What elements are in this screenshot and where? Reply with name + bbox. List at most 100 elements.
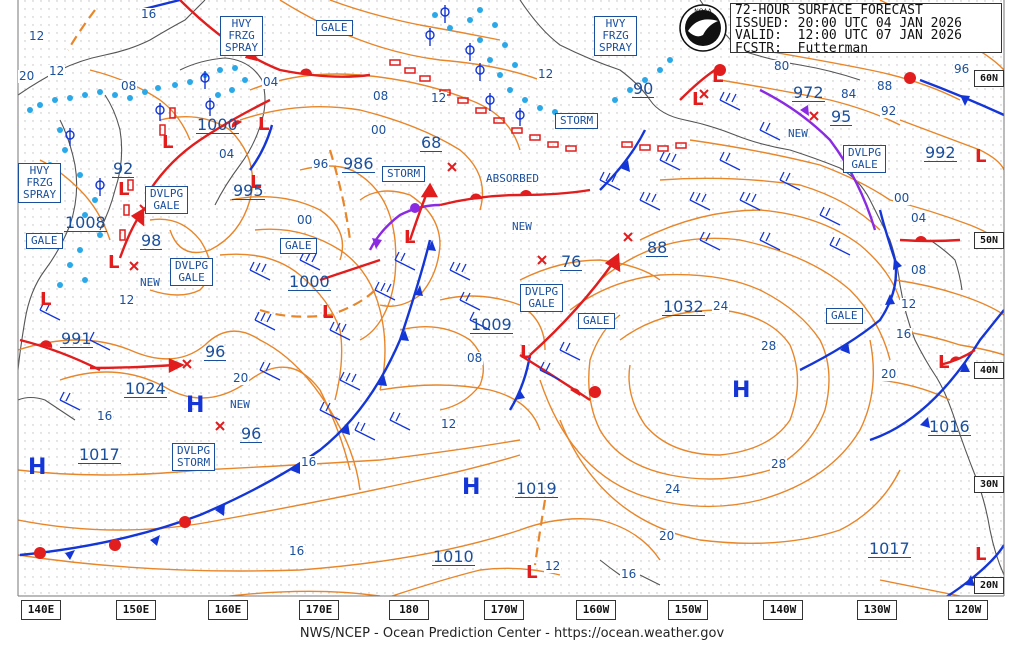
header-valid: VALID: 12:00 UTC 07 JAN 2026 xyxy=(735,28,962,43)
header-forecaster: FCSTR: Futterman xyxy=(735,40,869,56)
pressure-label: 972 xyxy=(792,83,825,102)
pressure-label: 95 xyxy=(830,107,853,126)
svg-text:L: L xyxy=(692,89,703,110)
pressure-label: 1024 xyxy=(124,379,167,398)
isobar-value: 24 xyxy=(664,482,682,496)
warm-front-semicircles xyxy=(34,53,960,559)
lon-label: 120W xyxy=(948,600,988,620)
storm-track-arrows xyxy=(89,182,621,373)
high-pressure-center: H xyxy=(28,455,47,480)
lat-label: 60N xyxy=(974,70,1004,87)
ocean-area xyxy=(18,0,1004,596)
isobar-value: 12 xyxy=(544,559,562,573)
isobar-value: 12 xyxy=(440,417,458,431)
ice-edge-dots xyxy=(27,7,673,288)
warning-box: HVY FRZG SPRAY xyxy=(18,163,62,203)
isobar-value: 04 xyxy=(262,75,280,89)
svg-text:L: L xyxy=(250,172,261,193)
lon-label: 150E xyxy=(116,600,156,620)
pressure-label: 986 xyxy=(342,154,375,173)
footer-credit: NWS/NCEP - Ocean Prediction Center - htt… xyxy=(299,626,725,641)
lon-label: 140E xyxy=(21,600,61,620)
svg-text:L: L xyxy=(975,146,986,167)
warning-box-line: STORM xyxy=(387,167,421,180)
warning-box: HVY FRZG SPRAY xyxy=(220,16,264,56)
warning-box: GALE xyxy=(826,308,863,324)
warning-box-line: GALE xyxy=(583,314,610,327)
isobar-value: 28 xyxy=(770,457,788,471)
warning-box-line: HVY xyxy=(605,17,626,30)
isobar-value: 00 xyxy=(893,191,911,205)
pressure-label: 1010 xyxy=(432,547,475,566)
isobar-value: 12 xyxy=(430,91,448,105)
freezing-spray-symbols xyxy=(65,5,525,196)
pressure-label: 88 xyxy=(646,238,669,257)
warning-box: GALE xyxy=(280,238,317,254)
noaa-logo: NOAA xyxy=(679,4,727,52)
pressure-label: 76 xyxy=(560,252,583,271)
lon-label: 160E xyxy=(208,600,248,620)
low-pressure-centers: LLL LLL LLL LLL LLL xyxy=(40,66,986,583)
pressure-label: 96 xyxy=(204,342,227,361)
note-label: NEW xyxy=(140,276,160,289)
pressure-label: 68 xyxy=(420,133,443,152)
warning-box-line: DVLPG xyxy=(175,259,209,272)
svg-text:L: L xyxy=(162,132,173,153)
high-pressure-center: H xyxy=(462,475,481,500)
isobar-value: 12 xyxy=(28,29,46,43)
warning-box: STORM xyxy=(382,166,426,182)
warm-fronts xyxy=(19,0,976,401)
lon-label: 180 xyxy=(389,600,429,620)
isobar-value: 20 xyxy=(658,529,676,543)
ice-edge-line xyxy=(119,59,687,241)
warning-box: DVLPG STORM xyxy=(172,443,216,471)
logo-text: NOAA xyxy=(694,8,712,15)
warning-box-line: GALE xyxy=(528,297,555,310)
lon-label: 130W xyxy=(857,600,897,620)
isobar-value: 20 xyxy=(18,69,36,83)
svg-text:L: L xyxy=(118,179,129,200)
warning-box-line: GALE xyxy=(831,309,858,322)
svg-text:L: L xyxy=(404,227,415,248)
warning-box-line: GALE xyxy=(321,21,348,34)
pressure-label: 96 xyxy=(240,424,263,443)
lon-label: 170E xyxy=(299,600,339,620)
forecast-header: 72-HOUR SURFACE FORECAST ISSUED: 20:00 U… xyxy=(730,3,1002,56)
warning-box: STORM xyxy=(555,113,599,129)
svg-text:L: L xyxy=(108,252,119,273)
warning-box-line: DVLPG xyxy=(848,146,882,159)
warning-box-line: STORM xyxy=(177,456,211,469)
isobar-value: 00 xyxy=(296,213,314,227)
warning-box: DVLPG GALE xyxy=(843,145,887,173)
lat-label: 30N xyxy=(974,476,1004,493)
header-issued: ISSUED: 20:00 UTC 04 JAN 2026 xyxy=(735,15,962,31)
warning-box-line: STORM xyxy=(560,114,594,127)
warning-box-line: SPRAY xyxy=(23,188,57,201)
isobar-value: 20 xyxy=(880,367,898,381)
isobar-value: 08 xyxy=(120,79,138,93)
warning-box-line: SPRAY xyxy=(599,41,633,54)
warning-box: GALE xyxy=(316,20,353,36)
isobar-value: 16 xyxy=(140,7,158,21)
isobar-value: 00 xyxy=(370,123,388,137)
cold-front-barbs xyxy=(65,95,975,586)
warning-box-line: GALE xyxy=(153,199,180,212)
lon-label: 150W xyxy=(668,600,708,620)
header-title: 72-HOUR SURFACE FORECAST xyxy=(735,3,923,18)
svg-text:L: L xyxy=(520,342,531,363)
isobar-value: 88 xyxy=(876,79,894,93)
isobar-value: 12 xyxy=(900,297,918,311)
note-label: ABSORBED xyxy=(486,172,539,185)
warning-box: GALE xyxy=(578,313,615,329)
note-label: NEW xyxy=(230,398,250,411)
svg-text:L: L xyxy=(975,544,986,565)
isobar-value: 84 xyxy=(840,87,858,101)
isobar-value: 04 xyxy=(910,211,928,225)
isobar-value: 16 xyxy=(300,455,318,469)
isobar-value: 16 xyxy=(620,567,638,581)
warning-box-line: DVLPG xyxy=(150,187,184,200)
isobar-value: 16 xyxy=(288,544,306,558)
isobar-value: 20 xyxy=(232,371,250,385)
